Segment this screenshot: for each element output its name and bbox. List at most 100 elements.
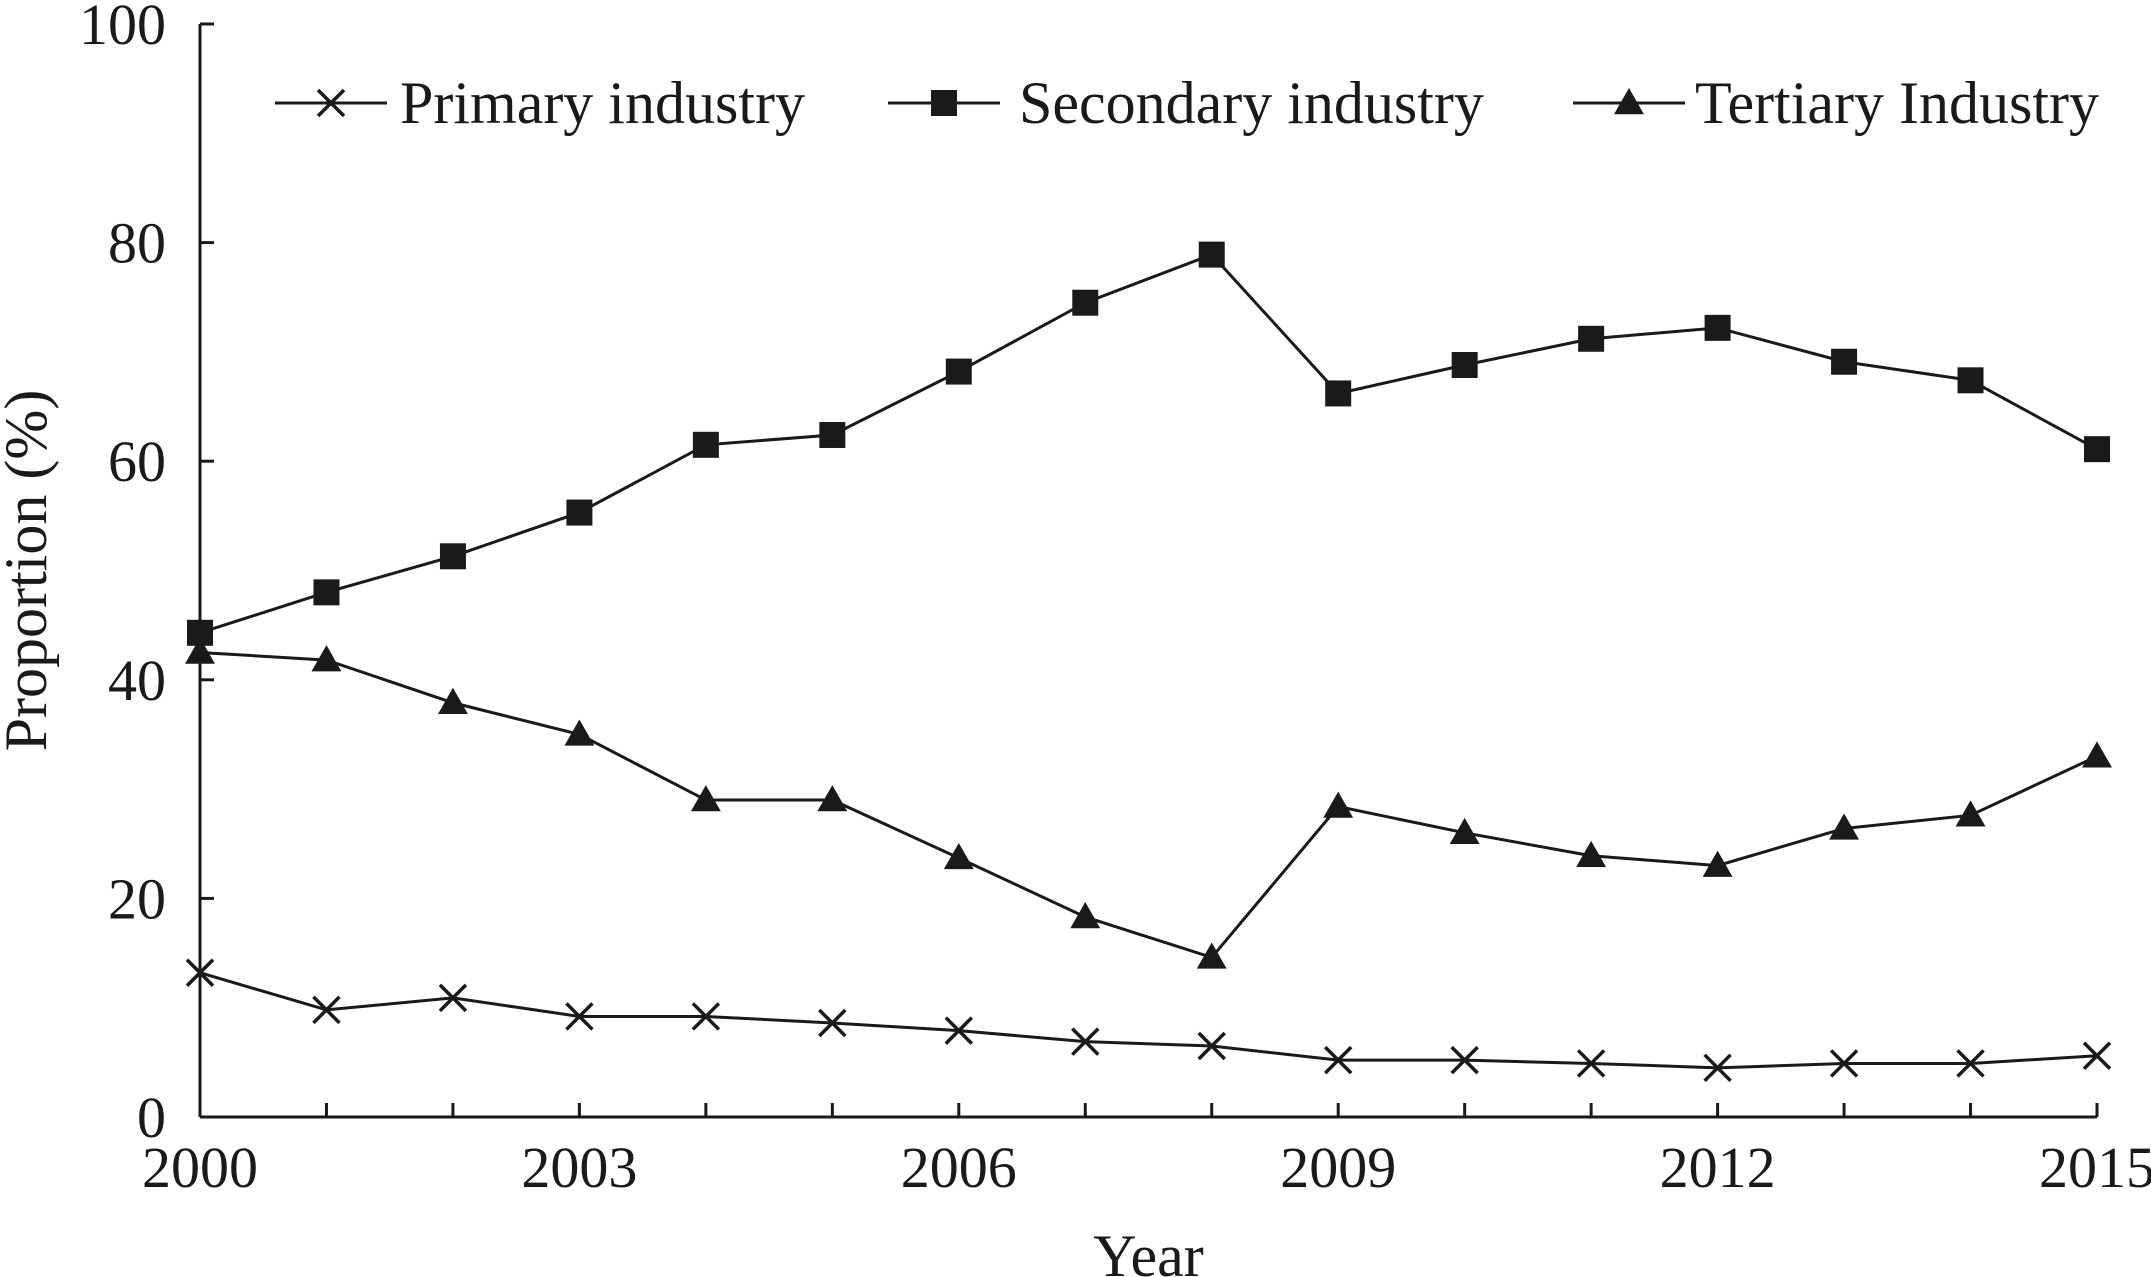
marker-triangle (1196, 942, 1227, 969)
marker-triangle (1449, 817, 1480, 845)
legend-item-primary: Primary industry (275, 70, 805, 136)
series-line (199, 252, 2098, 635)
marker-triangle (437, 687, 468, 714)
marker-square (1451, 352, 1478, 379)
series-x (185, 958, 2112, 1083)
marker-triangle (2082, 741, 2112, 768)
marker-x (1829, 1049, 1859, 1078)
x-tick-label: 2009 (1280, 1135, 1396, 1200)
legend-label-tertiary: Tertiary Industry (1695, 70, 2099, 136)
marker-square (313, 579, 340, 606)
marker-square (1072, 289, 1099, 316)
legend-marker-x-icon (316, 88, 346, 118)
marker-triangle (1614, 88, 1644, 115)
marker-x-stroke (944, 1016, 974, 1045)
marker-x (1956, 1049, 1985, 1078)
legend-marker-triangle-icon (1614, 88, 1644, 115)
x-tick-label: 2006 (901, 1135, 1017, 1200)
x-axis-ticks: 2000 2003 2006 2009 2012 2015 (142, 1103, 2151, 1200)
marker-square (1325, 380, 1352, 407)
marker-triangle (690, 785, 721, 812)
marker-x (185, 958, 215, 987)
marker-x (1071, 1027, 1100, 1056)
marker-triangle (1323, 791, 1354, 818)
marker-x-stroke (818, 1008, 847, 1038)
marker-square (439, 543, 466, 570)
legend: Primary industry Secondary industry Tert… (275, 70, 2099, 136)
marker-x-stroke (691, 1002, 721, 1031)
y-tick-label: 60 (108, 429, 166, 494)
marker-x (1323, 1045, 1353, 1075)
x-tick-label: 2000 (142, 1135, 258, 1200)
marker-x-stroke (1703, 1053, 1732, 1083)
marker-triangle (1829, 813, 1860, 840)
y-tick-label: 0 (137, 1085, 166, 1150)
x-axis-title: Year (1093, 1223, 1204, 1277)
y-axis-title: Proportion (%) (0, 390, 59, 752)
marker-x-stroke (1071, 1027, 1100, 1056)
series-square (187, 241, 2110, 646)
marker-x-stroke (1450, 1045, 1479, 1075)
marker-triangle (564, 719, 595, 746)
legend-label-secondary: Secondary industry (1019, 70, 1484, 136)
marker-x (1450, 1045, 1479, 1075)
y-tick-label: 40 (108, 648, 166, 713)
marker-x (1703, 1053, 1732, 1083)
marker-square (1831, 348, 1858, 375)
marker-x-stroke (1829, 1049, 1859, 1078)
marker-triangle (1070, 902, 1101, 929)
marker-triangle (311, 645, 342, 672)
marker-x-stroke (1323, 1045, 1353, 1075)
marker-x-stroke (1197, 1031, 1226, 1061)
marker-square (692, 431, 719, 458)
marker-x-stroke (185, 958, 215, 987)
marker-triangle (1955, 800, 1986, 827)
marker-triangle (943, 843, 974, 870)
x-tick-label: 2012 (1660, 1135, 1776, 1200)
marker-x (818, 1008, 847, 1038)
marker-x-stroke (316, 88, 346, 118)
marker-square (1198, 241, 1225, 268)
marker-x (565, 1002, 594, 1031)
axes: 0 20 40 60 80 100 2000 2003 2006 2009 2012 2015 (79, 0, 2151, 1200)
marker-square (1578, 325, 1605, 352)
marker-x-stroke (1956, 1049, 1985, 1078)
marker-x (1197, 1031, 1226, 1061)
y-axis-ticks: 0 20 40 60 80 100 (79, 0, 214, 1150)
marker-triangle (1576, 840, 1607, 867)
marker-triangle (1702, 850, 1733, 877)
y-tick-label: 100 (79, 0, 166, 57)
x-tick-label: 2015 (2039, 1135, 2151, 1200)
marker-x-stroke (2082, 1041, 2112, 1071)
marker-square (819, 421, 846, 448)
marker-square (1957, 367, 1984, 394)
marker-square (945, 358, 972, 385)
marker-x (316, 88, 346, 118)
legend-marker-square-icon (931, 90, 957, 116)
marker-x-stroke (438, 983, 468, 1013)
marker-x (312, 995, 341, 1025)
series-layer (185, 241, 2112, 1083)
legend-item-secondary: Secondary industry (888, 70, 1484, 136)
marker-square (566, 499, 593, 526)
marker-x-stroke (1576, 1049, 1606, 1078)
legend-item-tertiary: Tertiary Industry (1573, 70, 2099, 136)
series-line (199, 650, 2098, 960)
marker-square (1704, 314, 1731, 341)
marker-triangle (817, 785, 848, 812)
marker-x (2082, 1041, 2112, 1071)
y-tick-label: 20 (108, 866, 166, 931)
marker-x-stroke (312, 995, 341, 1025)
marker-square (931, 90, 957, 116)
marker-x (691, 1002, 721, 1031)
marker-x (944, 1016, 974, 1045)
marker-square (2084, 436, 2110, 463)
marker-x (438, 983, 468, 1013)
marker-x-stroke (565, 1002, 594, 1031)
series-line (199, 971, 2098, 1070)
series-triangle (185, 637, 2112, 969)
marker-triangle (185, 637, 215, 664)
y-tick-label: 80 (108, 211, 166, 276)
legend-label-primary: Primary industry (400, 70, 805, 136)
